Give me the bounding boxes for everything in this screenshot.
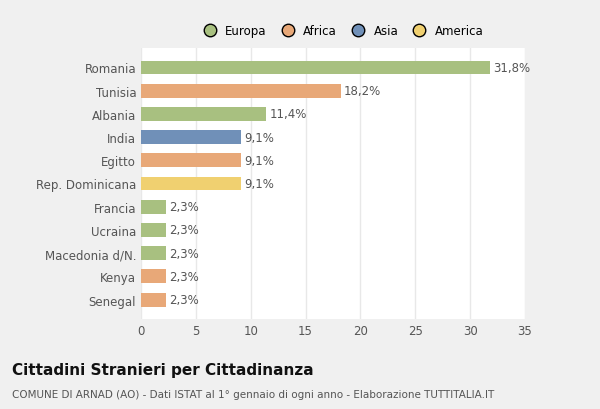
Text: 9,1%: 9,1%: [244, 155, 274, 167]
Text: 2,3%: 2,3%: [170, 293, 199, 306]
Text: 2,3%: 2,3%: [170, 247, 199, 260]
Bar: [141, 108, 266, 121]
Text: 2,3%: 2,3%: [170, 224, 199, 237]
Bar: [141, 177, 241, 191]
Text: 2,3%: 2,3%: [170, 201, 199, 213]
Bar: [141, 85, 341, 99]
Text: 31,8%: 31,8%: [493, 62, 530, 75]
Text: 18,2%: 18,2%: [344, 85, 381, 98]
Bar: [141, 293, 166, 307]
Bar: [141, 223, 166, 237]
Text: 9,1%: 9,1%: [244, 131, 274, 144]
Bar: [141, 61, 490, 75]
Text: COMUNE DI ARNAD (AO) - Dati ISTAT al 1° gennaio di ogni anno - Elaborazione TUTT: COMUNE DI ARNAD (AO) - Dati ISTAT al 1° …: [12, 389, 494, 399]
Text: 2,3%: 2,3%: [170, 270, 199, 283]
Legend: Europa, Africa, Asia, America: Europa, Africa, Asia, America: [193, 20, 488, 42]
Text: 9,1%: 9,1%: [244, 178, 274, 191]
Text: 11,4%: 11,4%: [269, 108, 307, 121]
Text: Cittadini Stranieri per Cittadinanza: Cittadini Stranieri per Cittadinanza: [12, 362, 314, 377]
Bar: [141, 247, 166, 261]
Bar: [141, 131, 241, 145]
Bar: [141, 200, 166, 214]
Bar: [141, 154, 241, 168]
Bar: [141, 270, 166, 283]
